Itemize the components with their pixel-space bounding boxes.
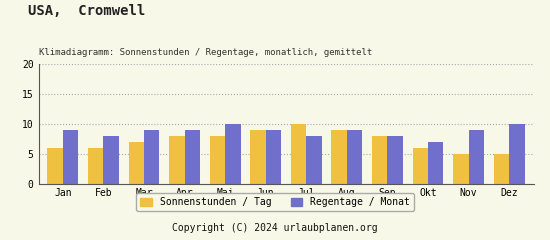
Bar	[129, 142, 144, 184]
Bar	[266, 130, 281, 184]
Bar	[469, 130, 484, 184]
Legend: Sonnenstunden / Tag, Regentage / Monat: Sonnenstunden / Tag, Regentage / Monat	[136, 193, 414, 211]
Bar	[169, 136, 185, 184]
Bar	[453, 154, 469, 184]
Bar	[47, 148, 63, 184]
Bar	[428, 142, 443, 184]
Bar	[509, 124, 525, 184]
Text: USA,  Cromwell: USA, Cromwell	[28, 4, 145, 18]
Bar	[225, 124, 240, 184]
Bar	[306, 136, 322, 184]
Bar	[210, 136, 225, 184]
Bar	[332, 130, 347, 184]
Bar	[412, 148, 428, 184]
Bar	[372, 136, 387, 184]
Bar	[250, 130, 266, 184]
Text: Klimadiagramm: Sonnenstunden / Regentage, monatlich, gemittelt: Klimadiagramm: Sonnenstunden / Regentage…	[39, 48, 372, 57]
Bar	[185, 130, 200, 184]
Bar	[103, 136, 119, 184]
Bar	[144, 130, 159, 184]
Text: Copyright (C) 2024 urlaubplanen.org: Copyright (C) 2024 urlaubplanen.org	[172, 223, 378, 233]
Bar	[291, 124, 306, 184]
Bar	[88, 148, 103, 184]
Bar	[347, 130, 362, 184]
Bar	[63, 130, 78, 184]
Bar	[387, 136, 403, 184]
Bar	[494, 154, 509, 184]
